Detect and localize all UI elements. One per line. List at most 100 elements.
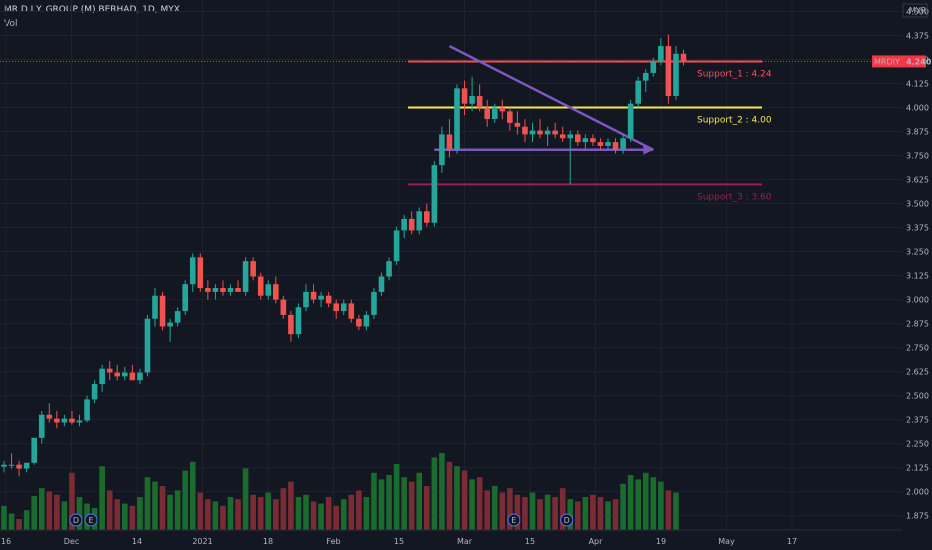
- candle-body: [182, 284, 188, 312]
- candle-body: [137, 372, 143, 381]
- volume-bar: [31, 495, 37, 530]
- candle-body: [205, 288, 211, 292]
- volume-bar: [303, 494, 309, 530]
- volume-bar: [197, 492, 204, 530]
- event-marker: [507, 513, 521, 527]
- volume-bar: [590, 494, 596, 530]
- volume-bar: [242, 468, 249, 530]
- volume-bar: [416, 472, 423, 530]
- time-tick: 15: [525, 537, 535, 546]
- candle-body: [552, 130, 558, 135]
- candle-body: [310, 291, 317, 300]
- volume-bar: [491, 486, 498, 530]
- price-tick: 3.125: [906, 272, 929, 281]
- volume-bar: [167, 494, 173, 530]
- volume-bar: [552, 497, 558, 530]
- trendline: [448, 44, 654, 151]
- candle-body: [242, 261, 249, 292]
- candle-body: [303, 291, 309, 308]
- volume-bar: [401, 477, 407, 530]
- volume-bar: [544, 494, 551, 530]
- candle-body: [220, 288, 226, 292]
- event-label: D: [564, 516, 570, 525]
- candle-body: [46, 414, 53, 419]
- support-label: Support_2 : 4.00: [697, 116, 772, 126]
- time-axis: 16 Dec 14 2021 18 Feb 15 Mar 15 Apr 19 May 17: [0, 529, 932, 550]
- volume-bar: [582, 497, 589, 530]
- price-tick: 1.875: [906, 512, 929, 521]
- volume-bar: [522, 497, 528, 530]
- support-label: Support_3 : 3.60: [697, 192, 772, 202]
- volume-bar: [257, 497, 264, 530]
- event-marker: [69, 513, 83, 527]
- volume-bar: [295, 497, 302, 530]
- volume-bar: [469, 479, 475, 530]
- time-tick: Mar: [457, 537, 473, 546]
- candle-body: [167, 322, 173, 327]
- candle-body: [559, 134, 566, 139]
- price-tick: 4.500: [906, 8, 929, 17]
- currency-label: MYR: [909, 6, 927, 15]
- volume-bar: [424, 486, 430, 530]
- volume-bar: [99, 466, 105, 530]
- candle-body: [212, 288, 219, 292]
- candles: [0, 34, 902, 477]
- candle-body: [84, 399, 90, 421]
- volume-bar: [220, 505, 226, 530]
- candle-body: [340, 303, 347, 312]
- volume-bar: [514, 494, 521, 530]
- candle-body: [620, 138, 626, 150]
- volume-bar: [386, 475, 392, 530]
- volume-bar: [46, 491, 53, 530]
- candle-body: [416, 211, 423, 231]
- volume-bar: [318, 503, 324, 530]
- price-tick: 3.250: [906, 248, 929, 257]
- candle-body: [401, 218, 407, 231]
- volume-bar: [635, 479, 641, 530]
- candle-body: [273, 284, 279, 300]
- candle-body: [597, 142, 604, 146]
- candle-body: [8, 464, 15, 466]
- trend-apex: [643, 144, 654, 155]
- candle-body: [54, 418, 60, 423]
- candle-body: [590, 138, 596, 143]
- volume-bar: [159, 486, 166, 530]
- volume-bar: [665, 490, 672, 530]
- candle-body: [544, 130, 551, 135]
- price-tick: 3.000: [906, 296, 929, 305]
- candle-body: [76, 420, 83, 423]
- candle-body: [499, 107, 506, 112]
- volume-bar: [431, 457, 438, 530]
- price-tick: 2.875: [906, 320, 929, 329]
- candle-body: [476, 96, 483, 108]
- currency-box: [902, 3, 928, 18]
- time-tick: Apr: [589, 537, 604, 546]
- volume-bar: [273, 499, 279, 530]
- candle-body: [673, 53, 679, 97]
- event-marker: [560, 513, 574, 527]
- candle-body: [99, 368, 105, 385]
- volume-bar: [529, 492, 536, 530]
- candle-body: [529, 130, 536, 135]
- volume-bar: [650, 477, 657, 530]
- candle-body: [106, 368, 113, 373]
- candle-body: [91, 384, 98, 400]
- candle-body: [1, 464, 7, 467]
- volume-bar: [333, 505, 339, 530]
- price-tick: 4.000: [906, 104, 929, 113]
- volume-bar: [612, 499, 619, 530]
- candle-body: [371, 291, 377, 315]
- volume-bar: [144, 477, 151, 530]
- volume-bar: [446, 461, 453, 530]
- volume-bar: [484, 490, 490, 530]
- candle-body: [174, 311, 181, 323]
- volume-bar: [325, 497, 332, 530]
- candle-body: [197, 257, 204, 289]
- candle-body: [69, 418, 75, 423]
- candle-body: [393, 230, 400, 262]
- price-tick: 3.375: [906, 224, 929, 233]
- axis-bg: [902, 0, 932, 550]
- candle-body: [38, 414, 45, 438]
